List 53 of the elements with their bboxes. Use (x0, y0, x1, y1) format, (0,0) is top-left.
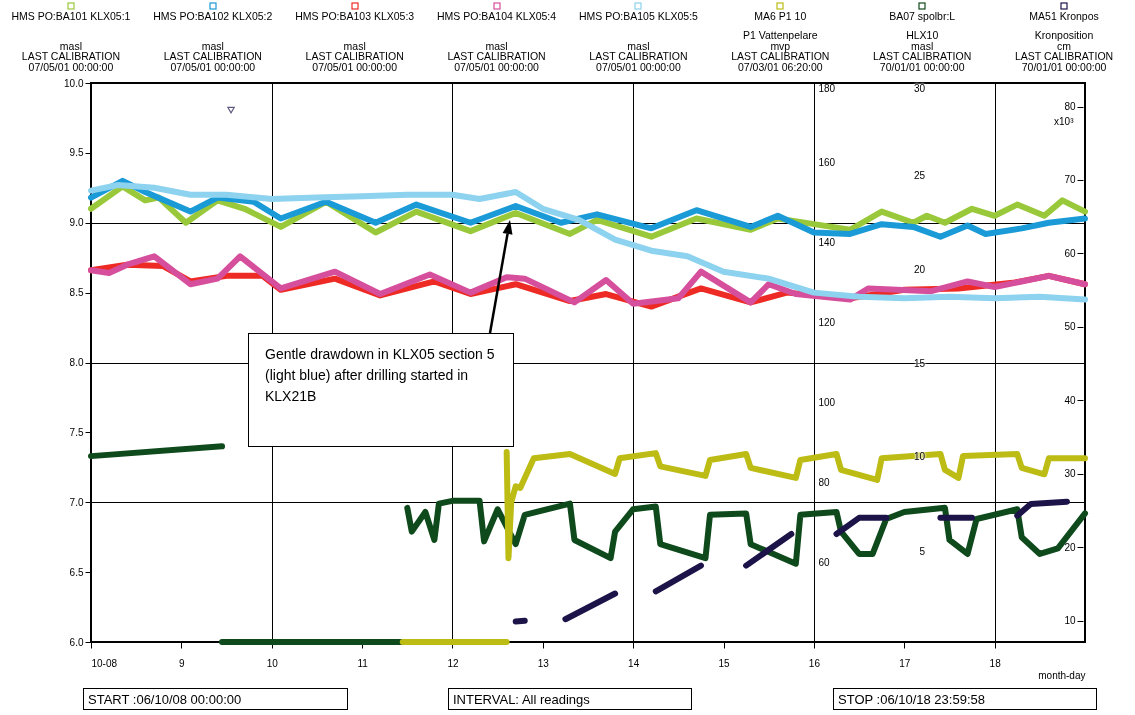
y3-tick-label: 50 (1064, 321, 1076, 333)
text: HMS PO:BA104 KLX05:4 masl LAST CALIBRATION 07/05/01 00:00:00 (437, 10, 557, 73)
x-tick-label: 17 (899, 657, 911, 669)
text: STOP :06/10/18 23:59:58 (833, 688, 1097, 710)
y3-tick-label: 30 (1064, 468, 1076, 480)
callout-box: Gentle drawdown in KLX05 section 5 (light blue) after drilling started in KLX21B (248, 333, 514, 447)
y2-tick-label: 80 (818, 476, 831, 488)
x-tick-label: 13 (537, 657, 550, 669)
y2-tick-label: 160 (818, 157, 836, 169)
text: INTERVAL: All readings (448, 688, 692, 710)
y-tick-label: 7.0 (69, 496, 84, 508)
y-tick-label: 6.5 (69, 566, 84, 578)
x-tick-label: 14 (628, 657, 640, 669)
y-tick-label: 8.0 (69, 357, 84, 368)
annotation: 20 (912, 264, 925, 275)
y3-tick-label: 80 (1064, 101, 1076, 113)
legend-label: MA51 Kronpos Kronposition cm LAST CALIBRATION 70/01/01 00:00:00 (1014, 10, 1114, 73)
text: HMS PO:BA103 KLX05:3 masl LAST CALIBRATION 07/05/01 00:00:00 (295, 10, 415, 73)
annotation: 5 (918, 546, 925, 557)
y2-tick-label: 140 (818, 237, 836, 249)
x-tick-label: 9 (179, 657, 186, 669)
y-tick-label: 8.5 (69, 287, 84, 299)
text: HMS PO:BA101 KLX05:1 masl LAST CALIBRATION 07/05/01 00:00:00 (11, 10, 131, 73)
y2-tick-label: 100 (818, 396, 836, 408)
y2-tick-label: 120 (818, 317, 836, 329)
x-tick-label: 10-08 (91, 657, 118, 669)
y3-tick-label: 10 (1064, 615, 1076, 627)
text: HMS PO:BA105 KLX05:5 masl LAST CALIBRATION 07/05/01 00:00:00 (578, 10, 698, 73)
legend-label: MA6 P1 10 P1 Vattenpelare mvp LAST CALIBRATION 07/03/01 06:20:00 (731, 10, 830, 73)
x-tick-label: 18 (989, 657, 1002, 669)
annotation: 30 (912, 83, 925, 94)
legend-label: BA07 spolbr:L HLX10 masl LAST CALIBRATION 70/01/01 00:00:00 (873, 10, 972, 73)
y3-tick-label: 60 (1064, 247, 1076, 259)
x-tick-label: 15 (718, 657, 731, 669)
y-tick-label: 10.0 (64, 77, 84, 89)
y2-tick-label: 180 (818, 82, 836, 94)
x-tick-label: 11 (357, 657, 369, 669)
y3-axis-title: x10³ (1054, 115, 1075, 127)
y-tick-label: 9.0 (69, 217, 84, 229)
y-tick-label: 9.5 (69, 147, 84, 159)
y3-tick-label: 70 (1064, 174, 1076, 186)
x-axis-title: month-day (1038, 669, 1086, 681)
y3-tick-label: 20 (1064, 541, 1076, 553)
annotation: 25 (912, 170, 925, 181)
text: START :06/10/08 00:00:00 (83, 688, 348, 710)
x-tick-label: 16 (808, 657, 821, 669)
y-tick-label: 7.5 (69, 426, 84, 438)
y2-tick-label: 60 (818, 556, 831, 568)
text: HMS PO:BA102 KLX05:2 masl LAST CALIBRATION 07/05/01 00:00:00 (153, 10, 273, 73)
x-tick-label: 12 (447, 657, 459, 669)
y3-tick-label: 40 (1064, 394, 1076, 406)
x-tick-label: 10 (266, 657, 279, 669)
y-tick-label: 6.0 (69, 636, 84, 648)
